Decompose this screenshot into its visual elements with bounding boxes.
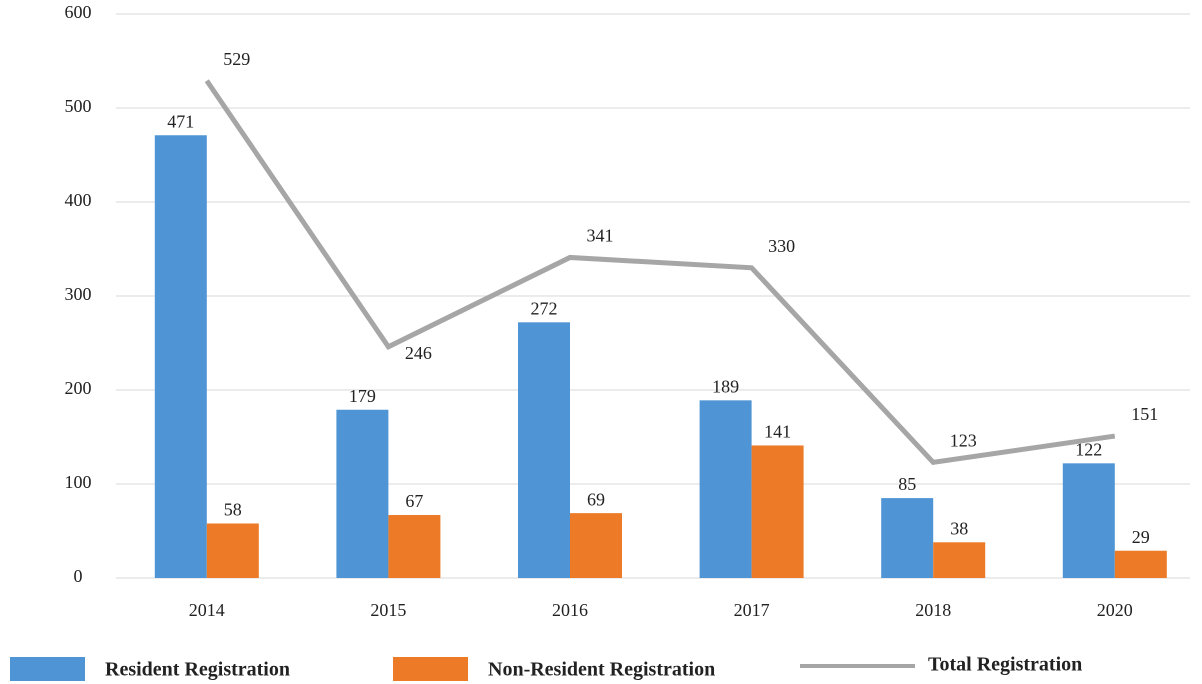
value-label: 85: [898, 474, 916, 494]
legend-text: Resident Registration: [105, 659, 290, 681]
x-tick-label: 2015: [370, 600, 406, 620]
value-label: 246: [405, 343, 432, 363]
y-tick-label: 600: [65, 2, 92, 22]
bar: [207, 523, 259, 578]
bar: [700, 400, 752, 578]
x-tick-label: 2018: [915, 600, 951, 620]
x-tick-label: 2014: [189, 600, 225, 620]
bar: [933, 542, 985, 578]
bar: [1115, 551, 1167, 578]
bar: [570, 513, 622, 578]
value-label: 189: [712, 376, 739, 396]
legend-swatch: [393, 657, 468, 681]
bar: [881, 498, 933, 578]
legend-text: Total Registration: [928, 654, 1082, 676]
chart: 0 100 200 300 400 500 600 2014 2015 2016 2017 2018 2…: [0, 0, 1202, 684]
legend-swatch: [10, 657, 85, 681]
bar: [1063, 463, 1115, 578]
y-tick-label: 200: [65, 378, 92, 398]
value-label: 151: [1131, 404, 1158, 424]
bar: [752, 445, 804, 578]
value-label: 330: [768, 236, 795, 256]
legend-text: Non-Resident Registration: [488, 659, 715, 681]
y-tick-label: 0: [74, 566, 83, 586]
x-tick-label: 2016: [552, 600, 588, 620]
value-label: 123: [950, 431, 977, 451]
x-tick-label: 2017: [734, 600, 770, 620]
value-label: 29: [1132, 527, 1150, 547]
value-label: 471: [167, 111, 194, 131]
y-tick-label: 500: [65, 96, 92, 116]
line: [207, 81, 1115, 463]
value-label: 179: [349, 386, 376, 406]
value-label: 58: [224, 500, 242, 520]
value-label: 141: [764, 422, 791, 442]
bar: [518, 322, 570, 578]
y-tick-label: 400: [65, 190, 92, 210]
bar: [336, 410, 388, 578]
value-label: 341: [587, 226, 614, 246]
value-label: 69: [587, 489, 605, 509]
value-label: 529: [223, 49, 250, 69]
y-tick-label: 300: [65, 284, 92, 304]
value-label: 67: [405, 491, 423, 511]
x-tick-label: 2020: [1097, 600, 1133, 620]
bar: [155, 135, 207, 578]
value-label: 272: [531, 298, 558, 318]
bar: [388, 515, 440, 578]
y-tick-label: 100: [65, 472, 92, 492]
value-label: 38: [950, 518, 968, 538]
